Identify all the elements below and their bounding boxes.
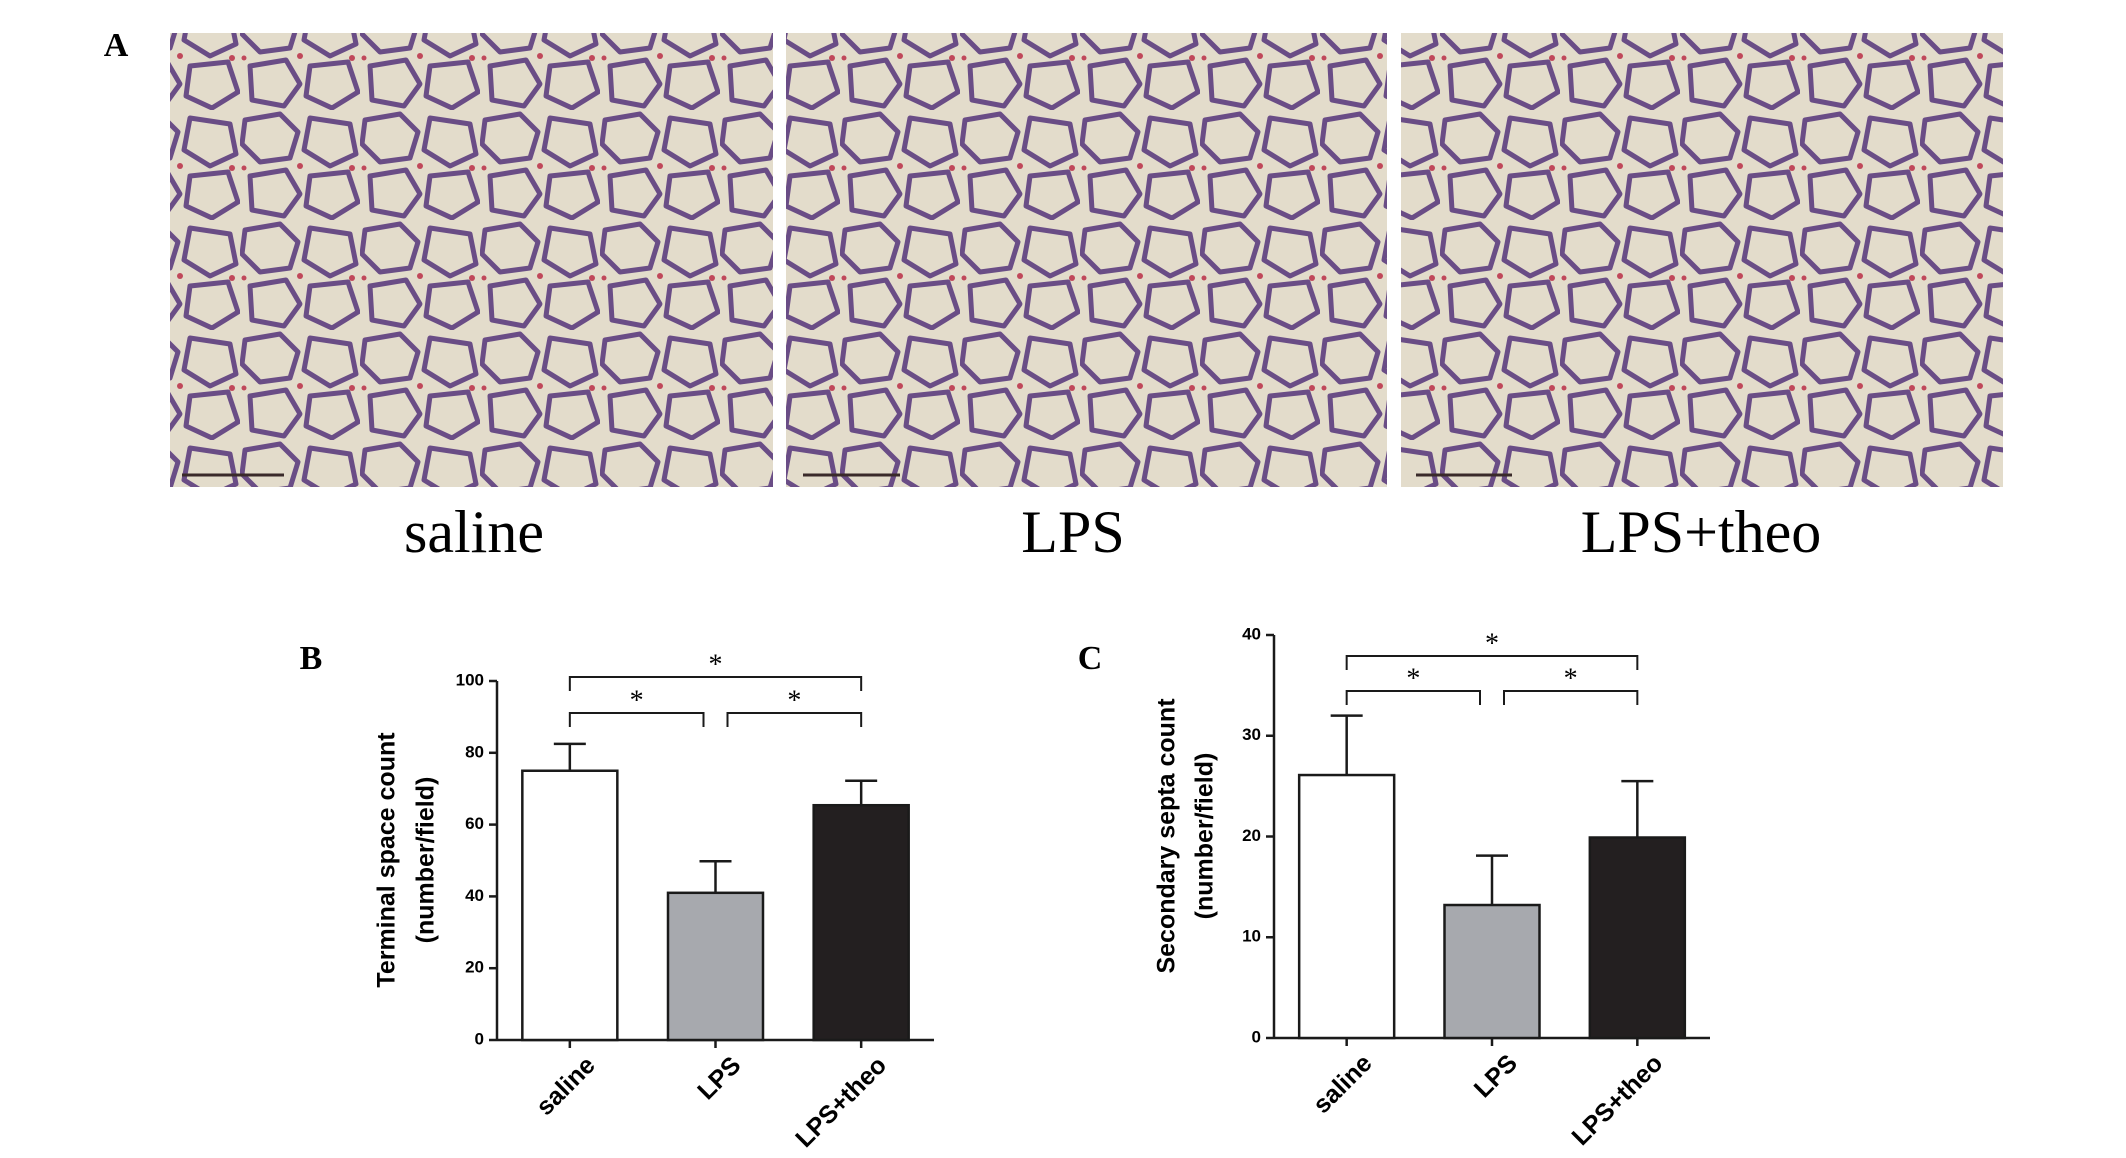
panel-label: A	[104, 27, 129, 64]
bar	[666, 891, 765, 1042]
y-tick-label: 80	[465, 742, 484, 761]
micrograph	[786, 33, 1387, 487]
significance-label: *	[630, 685, 644, 716]
caption: saline	[404, 499, 544, 565]
bar	[1297, 773, 1396, 1040]
micrograph	[170, 33, 773, 487]
significance-label: *	[709, 649, 723, 680]
significance-bracket	[1503, 690, 1639, 705]
y-tick-label: 0	[1252, 1027, 1261, 1046]
significance-label: *	[787, 685, 801, 716]
y-tick-label: 40	[465, 886, 484, 905]
bar	[1443, 903, 1541, 1040]
bar	[521, 769, 619, 1042]
y-tick-label: 20	[465, 958, 484, 977]
micrographs	[170, 33, 2003, 487]
y-tick-label: 10	[1242, 927, 1261, 946]
y-axis-label: (number/field)	[1191, 753, 1219, 920]
y-tick-label: 60	[465, 814, 484, 833]
y-tick-label: 40	[1242, 624, 1261, 643]
y-tick-label: 20	[1242, 826, 1261, 845]
y-axis-label: Terminal space count	[373, 732, 401, 988]
panel-label: B	[300, 640, 323, 677]
y-axis-label: (number/field)	[412, 777, 440, 944]
significance-label: *	[1485, 628, 1499, 659]
significance-label: *	[1564, 663, 1578, 694]
y-tick-label: 30	[1242, 725, 1261, 744]
caption: LPS	[1021, 499, 1124, 565]
significance-bracket	[1345, 655, 1639, 670]
x-tick-label: LPS	[692, 1051, 746, 1105]
y-tick-label: 100	[456, 670, 484, 689]
significance-bracket	[568, 712, 705, 727]
x-tick-label: saline	[1308, 1049, 1378, 1119]
significance-bracket	[726, 712, 863, 727]
x-tick-label: LPS+theo	[1566, 1049, 1668, 1151]
x-tick-label: LPS	[1469, 1049, 1523, 1103]
significance-bracket	[568, 676, 863, 691]
bar	[812, 803, 910, 1042]
x-tick-label: LPS+theo	[790, 1051, 892, 1153]
caption: LPS+theo	[1581, 499, 1822, 565]
bar	[1588, 836, 1687, 1040]
micrograph	[1401, 33, 2003, 487]
y-axis-label: Secondary septa count	[1153, 698, 1181, 974]
panel-label: C	[1078, 640, 1103, 677]
significance-bracket	[1345, 690, 1481, 705]
significance-label: *	[1406, 663, 1420, 694]
x-tick-label: saline	[531, 1051, 601, 1121]
y-tick-label: 0	[475, 1029, 484, 1048]
